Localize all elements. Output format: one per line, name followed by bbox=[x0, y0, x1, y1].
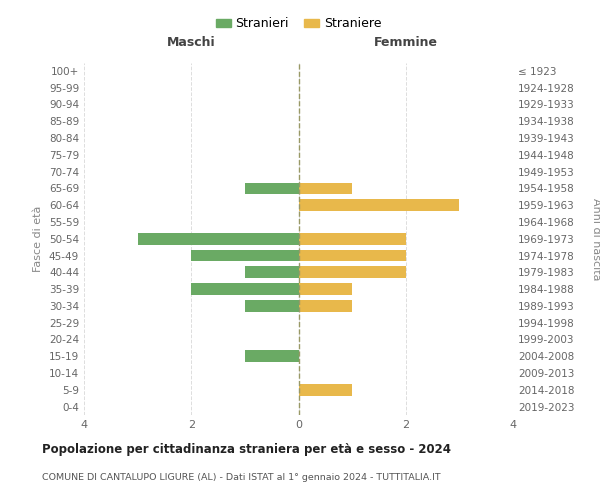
Bar bbox=[137, 233, 299, 244]
Bar bbox=[299, 250, 406, 262]
Y-axis label: Anni di nascita: Anni di nascita bbox=[591, 198, 600, 280]
Bar bbox=[191, 250, 299, 262]
Bar bbox=[299, 233, 406, 244]
Text: Maschi: Maschi bbox=[167, 36, 215, 49]
Y-axis label: Fasce di età: Fasce di età bbox=[34, 206, 43, 272]
Bar bbox=[191, 283, 299, 295]
Text: COMUNE DI CANTALUPO LIGURE (AL) - Dati ISTAT al 1° gennaio 2024 - TUTTITALIA.IT: COMUNE DI CANTALUPO LIGURE (AL) - Dati I… bbox=[42, 472, 440, 482]
Bar bbox=[245, 266, 299, 278]
Bar bbox=[299, 300, 352, 312]
Bar bbox=[299, 283, 352, 295]
Legend: Stranieri, Straniere: Stranieri, Straniere bbox=[211, 12, 386, 36]
Bar bbox=[245, 350, 299, 362]
Bar bbox=[299, 182, 352, 194]
Text: Femmine: Femmine bbox=[374, 36, 438, 49]
Bar bbox=[299, 266, 406, 278]
Bar bbox=[245, 300, 299, 312]
Bar bbox=[245, 182, 299, 194]
Bar bbox=[299, 200, 460, 211]
Bar bbox=[299, 384, 352, 396]
Text: Popolazione per cittadinanza straniera per età e sesso - 2024: Popolazione per cittadinanza straniera p… bbox=[42, 442, 451, 456]
